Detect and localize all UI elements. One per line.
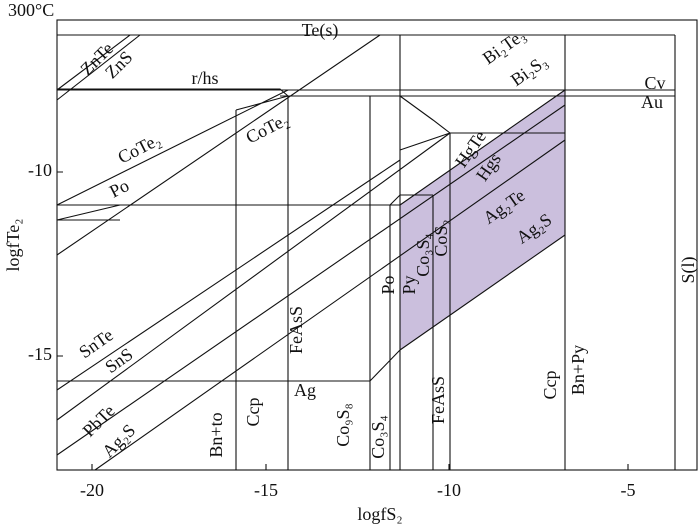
field-label: FeAsS bbox=[286, 306, 306, 354]
field-label: CoS₂ bbox=[431, 219, 451, 256]
field-label: Ccp bbox=[540, 371, 560, 400]
field-label: S(l) bbox=[678, 256, 699, 283]
field-label: Py bbox=[399, 275, 419, 294]
phase-boundaries bbox=[56, 34, 676, 471]
y-tick-label: -15 bbox=[28, 344, 52, 364]
field-label: Te(s) bbox=[302, 20, 339, 41]
field-label: Co₃S₄ bbox=[368, 415, 388, 459]
plot-frame bbox=[56, 19, 698, 471]
field-label: Ag bbox=[294, 380, 316, 400]
field-label: Bn+to bbox=[206, 412, 226, 457]
y-axis-label: logfTe₂ bbox=[3, 219, 23, 272]
field-label: Bi₂S₃ bbox=[507, 51, 551, 90]
field-label: CoTe₂ bbox=[243, 109, 292, 147]
field-label: CoTe₂ bbox=[115, 129, 164, 167]
field-label: Po bbox=[378, 275, 398, 294]
x-tick-label: -5 bbox=[621, 480, 636, 500]
field-label: Cv bbox=[644, 73, 665, 93]
field-label: FeAsS bbox=[428, 376, 448, 424]
field-label: Au bbox=[641, 92, 663, 112]
field-label: Co₉S₈ bbox=[333, 403, 353, 447]
ticks bbox=[57, 171, 629, 470]
field-label: Bi₂Te₃ bbox=[479, 25, 529, 69]
field-label: Co₃S₄ bbox=[413, 233, 433, 277]
title: 300°C bbox=[8, 0, 54, 20]
x-tick-label: -15 bbox=[254, 480, 278, 500]
x-tick-label: -20 bbox=[80, 480, 104, 500]
field-label: SnS bbox=[101, 344, 136, 377]
x-tick-label: -10 bbox=[437, 480, 461, 500]
x-axis-label: logfS₂ bbox=[357, 504, 402, 524]
y-tick-label: -10 bbox=[28, 160, 52, 180]
field-label: r/hs bbox=[192, 68, 219, 88]
field-label: Ccp bbox=[243, 398, 263, 427]
shaded-field bbox=[400, 90, 565, 350]
field-label: Bn+Py bbox=[568, 345, 588, 395]
